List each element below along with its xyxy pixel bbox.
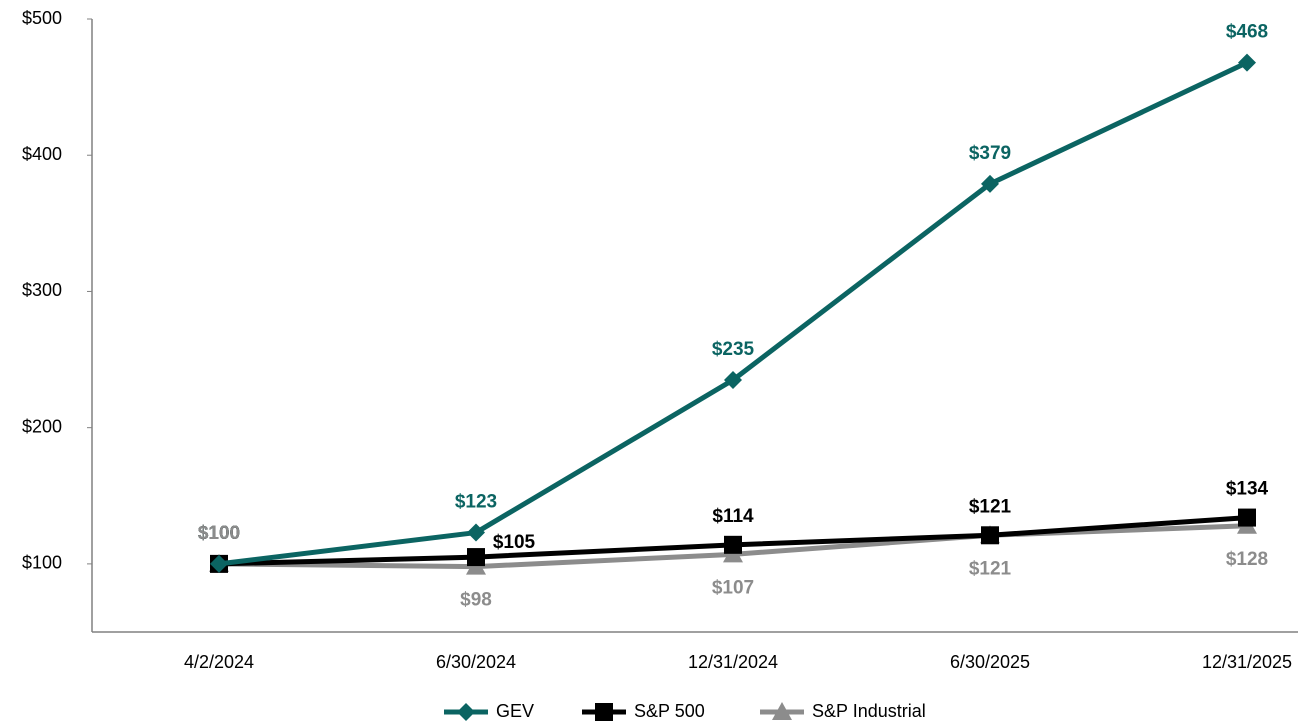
data-label: $123 (455, 492, 497, 513)
point-marker (467, 548, 485, 567)
point-marker (724, 535, 742, 554)
data-label: $100 (198, 523, 240, 544)
series-line (218, 60, 1249, 567)
legend-label: GEV (496, 701, 534, 721)
y-tick-label: $200 (22, 416, 62, 436)
point-marker (1238, 508, 1256, 527)
point-marker (981, 526, 999, 545)
data-label: $128 (1226, 549, 1268, 570)
y-tick-label: $300 (22, 280, 62, 300)
legend-marker (772, 702, 792, 720)
data-label: $134 (1226, 479, 1269, 500)
data-label: $121 (969, 558, 1012, 579)
point-marker (1238, 53, 1256, 72)
legend-marker (457, 703, 475, 721)
data-label: $107 (712, 577, 754, 598)
point-marker (724, 370, 742, 389)
data-label: $114 (712, 506, 754, 527)
data-label: $235 (712, 339, 755, 360)
legend-marker (595, 703, 613, 721)
data-label: $105 (493, 532, 536, 553)
x-tick-label: 6/30/2025 (950, 652, 1030, 672)
legend-label: S&P Industrial (812, 701, 926, 721)
point-marker (981, 174, 999, 193)
data-label: $98 (460, 590, 492, 611)
data-label: $100 (198, 523, 240, 544)
y-tick-label: $500 (22, 8, 62, 28)
x-tick-label: 12/31/2024 (688, 652, 778, 672)
point-marker (210, 554, 228, 573)
data-label: $379 (969, 143, 1011, 164)
x-tick-label: 6/30/2024 (436, 652, 516, 672)
y-tick-label: $100 (22, 553, 62, 573)
point-marker (467, 523, 485, 542)
x-tick-label: 4/2/2024 (184, 652, 254, 672)
data-label: $121 (969, 496, 1012, 517)
y-tick-label: $400 (22, 144, 62, 164)
data-label: $468 (1226, 22, 1268, 43)
data-label: $100 (198, 523, 240, 544)
x-tick-label: 12/31/2025 (1202, 652, 1292, 672)
legend-label: S&P 500 (634, 701, 705, 721)
